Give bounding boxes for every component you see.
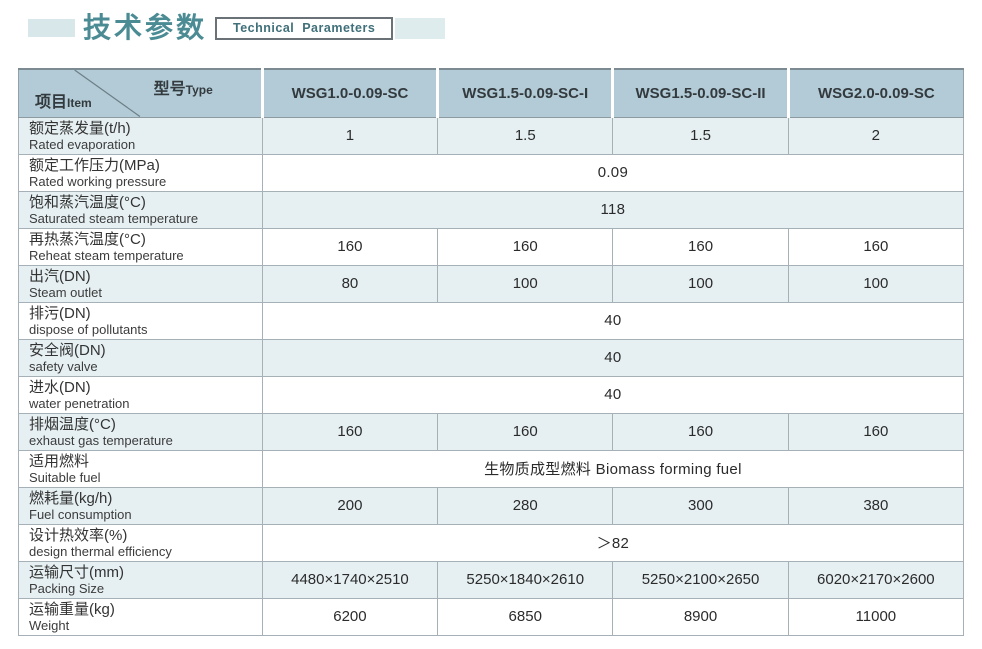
row-label: 再热蒸汽温度(°C) Reheat steam temperature: [18, 227, 263, 266]
row-label: 运输重量(kg) Weight: [18, 597, 263, 636]
table-row-weight: 运输重量(kg) Weight 6200 6850 8900 11000: [18, 597, 965, 636]
cell-value: 80: [261, 264, 439, 303]
cell-value: 200: [261, 486, 439, 525]
table-row-exhaust-gas-temperature: 排烟温度(°C) exhaust gas temperature 160 160…: [18, 412, 965, 451]
table-row-dispose-of-pollutants: 排污(DN) dispose of pollutants 40: [18, 301, 965, 340]
cell-value: 280: [437, 486, 614, 525]
table-row-rated-working-pressure: 额定工作压力(MPa) Rated working pressure 0.09: [18, 153, 965, 192]
row-label: 燃耗量(kg/h) Fuel consumption: [18, 486, 263, 525]
cell-value: 6020×2170×2600: [787, 560, 965, 599]
cell-value-merged: 40: [261, 375, 965, 414]
cell-value: 160: [261, 412, 439, 451]
cell-value: 5250×2100×2650: [612, 560, 789, 599]
decorative-swatch: [28, 19, 75, 37]
cell-value: 100: [612, 264, 789, 303]
cell-value: 8900: [612, 597, 789, 636]
row-label: 排污(DN) dispose of pollutants: [18, 301, 263, 340]
table-row-design-thermal-efficiency: 设计热效率(%) design thermal efficiency ＞82: [18, 523, 965, 562]
column-header-model-1: WSG1.0-0.09-SC: [260, 69, 438, 118]
spec-table: 项目Item 型号Type WSG1.0-0.09-SC WSG1.5-0.09…: [18, 68, 965, 636]
cell-value: 2: [787, 116, 965, 155]
column-header-model-2: WSG1.5-0.09-SC-I: [436, 69, 613, 118]
header-row: 项目Item 型号Type WSG1.0-0.09-SC WSG1.5-0.09…: [18, 69, 964, 118]
cell-value: 160: [261, 227, 439, 266]
table-row-water-penetration: 进水(DN) water penetration 40: [18, 375, 965, 414]
row-label: 运输尺寸(mm) Packing Size: [18, 560, 263, 599]
cell-value: 6200: [261, 597, 439, 636]
cell-value: 300: [612, 486, 789, 525]
page-title-english: Technical Parameters: [215, 16, 394, 40]
cell-value: 160: [612, 412, 789, 451]
cell-value-merged: 40: [261, 338, 965, 377]
cell-value-merged: 生物质成型燃料 Biomass forming fuel: [261, 449, 965, 488]
row-label: 额定蒸发量(t/h) Rated evaporation: [18, 116, 263, 155]
cell-value: 4480×1740×2510: [261, 560, 439, 599]
cell-value-merged: 118: [261, 190, 965, 229]
table-row-packing-size: 运输尺寸(mm) Packing Size 4480×1740×2510 525…: [18, 560, 965, 599]
corner-cell: 项目Item 型号Type: [18, 69, 263, 118]
cell-value: 1: [261, 116, 439, 155]
cell-value: 11000: [787, 597, 965, 636]
cell-value: 5250×1840×2610: [437, 560, 614, 599]
table-row-reheat-steam-temperature: 再热蒸汽温度(°C) Reheat steam temperature 160 …: [18, 227, 965, 266]
row-label: 排烟温度(°C) exhaust gas temperature: [18, 412, 263, 451]
cell-value: 6850: [437, 597, 614, 636]
title-band: 技术参数 Technical Parameters: [28, 10, 982, 46]
corner-type-label: 型号Type: [153, 81, 213, 98]
cell-value-merged: 0.09: [261, 153, 965, 192]
diagonal-divider: [19, 70, 261, 117]
cell-value: 160: [787, 412, 965, 451]
cell-value: 160: [437, 227, 614, 266]
corner-item-label: 项目Item: [35, 93, 92, 111]
cell-value: 1.5: [437, 116, 614, 155]
row-label: 设计热效率(%) design thermal efficiency: [18, 523, 263, 562]
cell-value-merged: ＞82: [261, 523, 965, 562]
cell-value: 160: [437, 412, 614, 451]
cell-value: 1.5: [612, 116, 789, 155]
cell-value: 380: [787, 486, 965, 525]
cell-value: 160: [612, 227, 789, 266]
cell-value: 100: [437, 264, 614, 303]
cell-value: 100: [787, 264, 965, 303]
row-label: 额定工作压力(MPa) Rated working pressure: [18, 153, 263, 192]
row-label: 出汽(DN) Steam outlet: [18, 264, 263, 303]
column-header-model-3: WSG1.5-0.09-SC-II: [611, 69, 789, 118]
page-title: 技术参数: [83, 12, 208, 43]
row-label: 进水(DN) water penetration: [18, 375, 263, 414]
cell-value-merged: 40: [261, 301, 965, 340]
cell-value: 160: [787, 227, 965, 266]
row-label: 安全阀(DN) safety valve: [18, 338, 263, 377]
table-row-suitable-fuel: 适用燃料 Suitable fuel 生物质成型燃料 Biomass formi…: [18, 449, 965, 488]
row-label: 适用燃料 Suitable fuel: [18, 449, 263, 488]
table-row-rated-evaporation: 额定蒸发量(t/h) Rated evaporation 1 1.5 1.5 2: [18, 116, 965, 155]
column-header-model-4: WSG2.0-0.09-SC: [786, 69, 964, 118]
table-row-safety-valve: 安全阀(DN) safety valve 40: [18, 338, 965, 377]
table-row-steam-outlet: 出汽(DN) Steam outlet 80 100 100 100: [18, 264, 965, 303]
table-row-fuel-consumption: 燃耗量(kg/h) Fuel consumption 200 280 300 3…: [18, 486, 965, 525]
row-label: 饱和蒸汽温度(°C) Saturated steam temperature: [18, 190, 263, 229]
decorative-bar: [395, 17, 446, 39]
table-row-saturated-steam-temperature: 饱和蒸汽温度(°C) Saturated steam temperature 1…: [18, 190, 965, 229]
page: { "page": { "title_cn": "技术参数", "title_e…: [0, 10, 982, 649]
